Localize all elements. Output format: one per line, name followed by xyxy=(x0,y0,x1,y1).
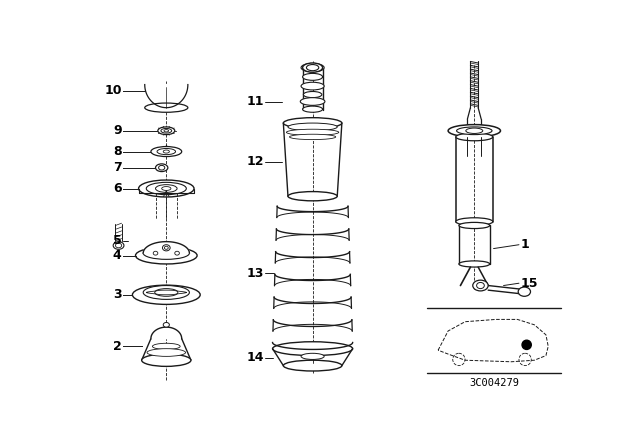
Ellipse shape xyxy=(459,261,490,267)
Ellipse shape xyxy=(164,129,168,132)
Ellipse shape xyxy=(156,164,168,172)
Ellipse shape xyxy=(141,354,191,366)
Text: 10: 10 xyxy=(104,84,122,97)
Ellipse shape xyxy=(303,91,322,98)
Ellipse shape xyxy=(158,127,175,134)
Text: 3C004279: 3C004279 xyxy=(469,378,519,388)
Text: 7: 7 xyxy=(113,161,122,174)
Ellipse shape xyxy=(284,360,342,371)
Ellipse shape xyxy=(303,106,323,112)
Ellipse shape xyxy=(518,287,531,296)
Ellipse shape xyxy=(159,165,164,170)
Text: 15: 15 xyxy=(520,277,538,290)
Ellipse shape xyxy=(288,123,337,131)
Text: 11: 11 xyxy=(246,95,264,108)
Ellipse shape xyxy=(164,246,168,250)
Ellipse shape xyxy=(147,182,186,195)
Ellipse shape xyxy=(473,280,488,291)
Ellipse shape xyxy=(301,353,324,359)
Text: 12: 12 xyxy=(246,155,264,168)
Ellipse shape xyxy=(273,342,353,356)
Ellipse shape xyxy=(161,129,172,133)
Circle shape xyxy=(522,340,531,349)
Ellipse shape xyxy=(156,185,177,192)
Ellipse shape xyxy=(307,65,319,71)
Ellipse shape xyxy=(136,247,197,264)
Text: 5: 5 xyxy=(113,234,122,247)
Text: 4: 4 xyxy=(113,249,122,262)
Ellipse shape xyxy=(157,148,175,155)
Ellipse shape xyxy=(456,127,492,134)
Ellipse shape xyxy=(456,218,493,225)
Ellipse shape xyxy=(152,343,180,349)
Ellipse shape xyxy=(163,323,170,327)
Ellipse shape xyxy=(301,63,324,72)
Ellipse shape xyxy=(153,251,158,255)
Ellipse shape xyxy=(163,150,170,153)
Ellipse shape xyxy=(303,73,323,80)
Ellipse shape xyxy=(477,282,484,289)
Text: 3: 3 xyxy=(113,288,122,301)
Ellipse shape xyxy=(459,222,490,228)
Text: 1: 1 xyxy=(520,238,529,251)
Text: 13: 13 xyxy=(246,267,264,280)
Ellipse shape xyxy=(301,82,324,90)
Ellipse shape xyxy=(289,134,336,140)
Ellipse shape xyxy=(288,192,337,201)
Ellipse shape xyxy=(139,180,194,197)
Ellipse shape xyxy=(466,128,483,134)
Ellipse shape xyxy=(147,349,186,356)
Ellipse shape xyxy=(163,245,170,251)
Text: 8: 8 xyxy=(113,145,122,158)
Ellipse shape xyxy=(162,186,171,190)
Ellipse shape xyxy=(151,146,182,156)
Ellipse shape xyxy=(113,241,124,250)
Text: 6: 6 xyxy=(113,182,122,195)
Ellipse shape xyxy=(132,285,200,304)
Text: 14: 14 xyxy=(246,351,264,364)
Ellipse shape xyxy=(300,98,325,105)
Text: 9: 9 xyxy=(113,124,122,137)
Ellipse shape xyxy=(287,129,339,135)
Ellipse shape xyxy=(155,289,178,296)
Ellipse shape xyxy=(143,247,189,259)
Polygon shape xyxy=(145,85,188,108)
Polygon shape xyxy=(143,241,189,253)
Ellipse shape xyxy=(284,118,342,129)
Ellipse shape xyxy=(115,243,122,248)
Ellipse shape xyxy=(303,63,323,72)
Ellipse shape xyxy=(456,133,493,141)
Ellipse shape xyxy=(175,251,179,255)
Ellipse shape xyxy=(145,103,188,112)
Polygon shape xyxy=(151,327,182,339)
Text: 2: 2 xyxy=(113,340,122,353)
Ellipse shape xyxy=(143,285,189,299)
Ellipse shape xyxy=(448,125,500,137)
